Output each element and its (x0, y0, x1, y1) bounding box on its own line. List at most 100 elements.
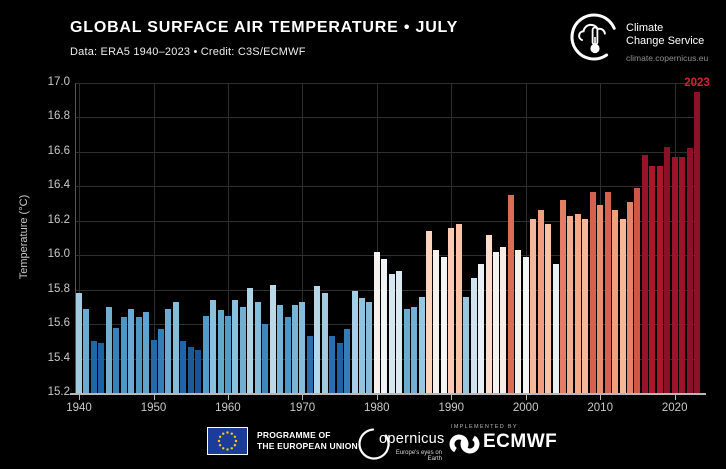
bar-1970 (299, 301, 306, 393)
bar-2022 (686, 148, 693, 393)
c3s-brand: Climate Change Service climate.copernicu… (568, 10, 718, 68)
bar-1947 (128, 308, 135, 393)
bar-1982 (388, 274, 395, 393)
bar-1968 (284, 317, 291, 393)
x-tick-label: 1980 (364, 402, 390, 414)
bar-1948 (135, 317, 142, 393)
x-tick-mark (302, 395, 304, 400)
bar-1984 (403, 308, 410, 393)
bar-2016 (641, 155, 648, 393)
bar-2018 (656, 165, 663, 393)
bar-1952 (165, 308, 172, 393)
implemented-by-label: IMPLEMENTED BY (451, 424, 518, 430)
bar-2005 (560, 200, 566, 393)
bar-1940 (76, 293, 82, 393)
bar-1944 (105, 306, 112, 393)
bar-2019 (664, 146, 671, 393)
bar-2001 (530, 219, 537, 393)
gridline-v-1980 (376, 83, 378, 393)
x-tick-mark (525, 395, 527, 400)
bar-1954 (180, 341, 187, 393)
bar-2004 (552, 263, 559, 393)
bar-1996 (493, 251, 499, 393)
eu-programme-line2: THE EUROPEAN UNION (257, 441, 358, 451)
x-tick-label: 2010 (587, 402, 613, 414)
bar-2017 (649, 165, 656, 393)
gridline-v-1960 (227, 83, 229, 393)
copernicus-c-icon (358, 428, 390, 460)
bar-1963 (247, 287, 254, 393)
x-axis-line (70, 393, 706, 395)
bar-2020 (671, 157, 678, 393)
eu-programme-label: PROGRAMME OF THE EUROPEAN UNION (257, 430, 358, 452)
bar-1995 (485, 234, 492, 393)
x-tick-mark (600, 395, 602, 400)
y-tick-label: 16.6 (47, 144, 70, 157)
gridline-h-16.4 (76, 186, 700, 188)
bar-1967 (277, 305, 283, 393)
bar-2011 (604, 191, 611, 393)
bar-1942 (90, 341, 97, 393)
ecmwf-wordmark: ECMWF (483, 431, 558, 452)
bar-1997 (500, 246, 507, 393)
bar-2014 (627, 201, 633, 393)
brand-line2: Change Service (626, 35, 705, 47)
bar-1980 (373, 251, 380, 393)
x-tick-label: 1950 (140, 402, 167, 414)
bar-1994 (478, 263, 485, 393)
bar-1977 (351, 291, 358, 393)
bar-1991 (455, 224, 462, 393)
y-tick-label: 17.0 (47, 76, 70, 88)
record-year-label: 2023 (684, 76, 710, 89)
bar-1946 (120, 317, 127, 393)
bar-1993 (470, 277, 477, 393)
bar-1981 (381, 258, 388, 393)
bar-1941 (83, 308, 90, 393)
x-tick-label: 2000 (512, 402, 539, 414)
x-tick-mark (674, 395, 676, 400)
y-tick-label: 15.4 (47, 351, 70, 364)
gridline-h-15.6 (76, 324, 700, 326)
x-tick-label: 1970 (289, 402, 316, 414)
y-tick-label: 16.0 (47, 248, 70, 261)
bar-1990 (448, 227, 455, 393)
bar-1950 (150, 339, 157, 393)
bar-1965 (262, 324, 269, 393)
bar-1964 (254, 301, 261, 393)
bar-2010 (597, 205, 604, 393)
bar-1999 (515, 250, 522, 393)
bar-1992 (463, 296, 470, 393)
bar-1951 (157, 329, 164, 393)
chart-title: GLOBAL SURFACE AIR TEMPERATURE • JULY (70, 19, 459, 36)
brand-line1: Climate (626, 22, 664, 34)
bar-2023 (694, 91, 700, 393)
chart-subtitle: Data: ERA5 1940–2023 • Credit: C3S/ECMWF (70, 46, 306, 58)
bar-1945 (113, 327, 120, 393)
x-tick-mark (153, 395, 155, 400)
bar-1960 (224, 315, 231, 393)
x-tick-label: 2020 (661, 402, 688, 414)
gridline-v-1970 (302, 83, 304, 393)
bar-1989 (440, 256, 447, 393)
ecmwf-icon (449, 434, 480, 454)
bar-1976 (344, 329, 350, 393)
brand-url: climate.copernicus.eu (626, 53, 709, 63)
bar-1943 (98, 343, 105, 393)
y-tick-label: 15.8 (47, 282, 70, 295)
bar-1985 (411, 306, 418, 393)
bar-1972 (314, 286, 321, 393)
bar-1956 (195, 349, 202, 393)
y-axis-title: Temperature (°C) (18, 194, 30, 280)
eu-programme-line1: PROGRAMME OF (257, 430, 331, 440)
gridline-v-1940 (79, 83, 80, 393)
bar-1955 (187, 346, 194, 393)
bar-1966 (269, 284, 276, 393)
bar-2012 (612, 210, 619, 393)
bar-2021 (679, 157, 686, 393)
x-tick-mark (376, 395, 378, 400)
gridline-v-1950 (153, 83, 155, 393)
x-tick-mark (79, 395, 80, 400)
gridline-h-15.8 (76, 289, 700, 291)
